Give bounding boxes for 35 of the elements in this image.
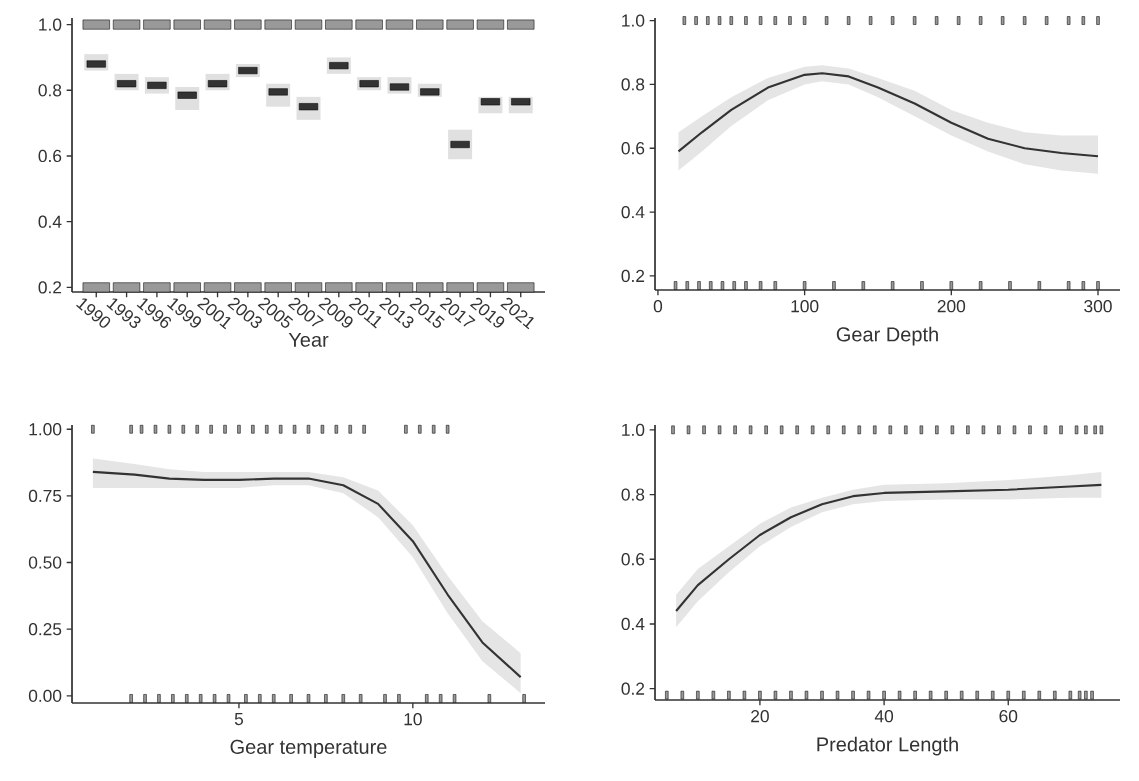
line-series [675,483,1103,613]
y-tick-label: 0.4 [621,205,645,219]
x-tick-label: 60 [999,710,1018,723]
y-tick-label: 0.2 [38,281,62,294]
y-tick-label: 0.8 [38,84,62,97]
y-tick-label: 0.75 [28,489,62,503]
x-tick-label: 40 [874,710,894,723]
y-tick-label: 0.2 [621,682,645,695]
line-series [677,72,1100,158]
y-tick-label: 1.0 [622,14,645,27]
x-tick-label: 200 [937,300,966,313]
x-axis-title: Year [288,332,329,347]
x-tick-label: 20 [751,710,769,723]
y-tick-label: 0.8 [621,488,645,501]
x-tick-label: 100 [791,300,819,313]
y-tick-label: 1.0 [39,18,62,31]
y-tick-label: 0.6 [38,149,62,163]
y-tick-label: 0.6 [621,142,645,155]
y-tick-label: 0.4 [38,215,62,228]
x-tick-label: 5 [234,713,244,726]
x-tick-label: 300 [1084,300,1112,313]
y-tick-label: 0.50 [28,556,62,569]
y-tick-label: 0.00 [28,689,62,702]
y-tick-label: 0.6 [621,553,645,566]
x-axis-title: Gear temperature [230,739,387,758]
y-tick-label: 0.25 [28,623,62,636]
y-tick-label: 0.4 [621,617,645,631]
y-tick-label: 0.8 [621,78,645,91]
y-tick-label: 1.00 [29,423,62,436]
y-tick-label: 1.0 [622,423,645,436]
y-tick-label: 0.2 [621,269,645,283]
x-axis-title: Predator Length [817,736,958,756]
x-tick-label: 0 [653,300,663,313]
x-axis-title: Gear Depth [836,326,938,346]
x-tick-label: 10 [404,713,422,726]
